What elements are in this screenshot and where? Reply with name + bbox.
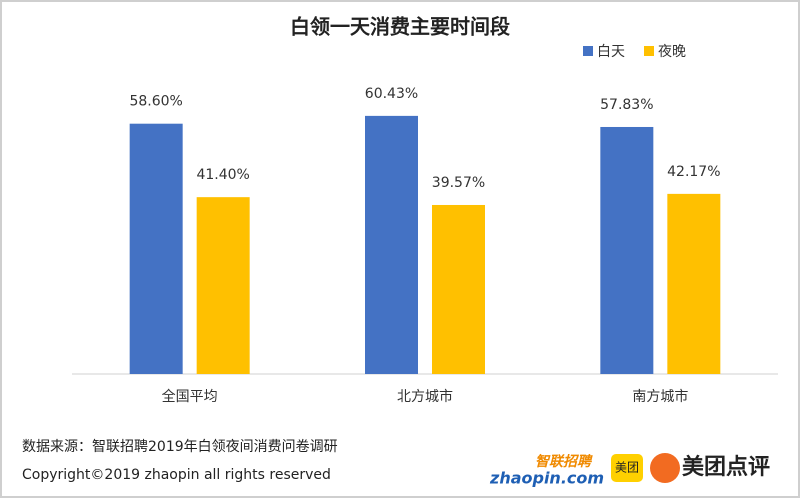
bar (600, 126, 654, 375)
x-tick-label: 南方城市 (632, 388, 688, 405)
logo-text: 美团点评 (682, 454, 770, 480)
logo-text: 智联招聘 (535, 453, 593, 470)
legend-label: 白天 (597, 44, 625, 60)
value-label: 58.60% (129, 94, 182, 110)
value-label: 57.83% (600, 97, 653, 113)
value-label: 42.17% (667, 164, 720, 180)
chart-title: 白领一天消费主要时间段 (290, 15, 510, 39)
bar (129, 123, 183, 375)
bar (196, 197, 250, 374)
copyright: Copyright©2019 zhaopin all rights reserv… (22, 467, 331, 483)
logo-text: 美团 (615, 461, 639, 475)
legend-swatch (583, 46, 593, 56)
value-label: 41.40% (196, 167, 249, 183)
bar (432, 204, 485, 374)
legend-label: 夜晚 (658, 44, 686, 60)
x-tick-label: 北方城市 (397, 388, 453, 405)
bar (667, 193, 721, 374)
bar (365, 115, 418, 375)
source-note: 数据来源：智联招聘2019年白领夜间消费问卷调研 (22, 439, 338, 455)
legend-swatch (644, 46, 654, 56)
logo-text: zhaopin.com (489, 469, 604, 488)
x-tick-label: 全国平均 (162, 388, 218, 405)
value-label: 39.57% (432, 175, 485, 191)
logo-icon (650, 453, 680, 483)
value-label: 60.43% (365, 86, 418, 102)
logo-box (611, 454, 643, 482)
